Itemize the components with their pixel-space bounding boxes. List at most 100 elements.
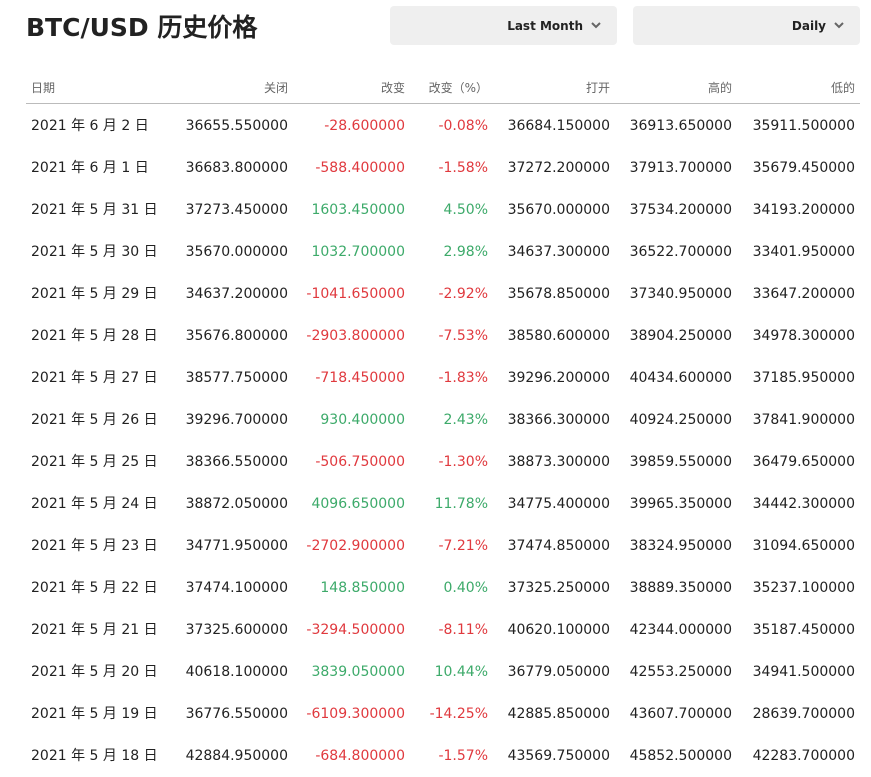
value-cell: 34193.200000 — [752, 202, 855, 218]
value-cell: 37841.900000 — [752, 412, 855, 428]
value-cell: 42344.000000 — [629, 622, 732, 638]
value-cell: 42553.250000 — [629, 664, 732, 680]
value-cell: 35237.100000 — [752, 580, 855, 596]
date-cell: 2021 年 5 月 22 日 — [31, 580, 158, 596]
value-cell: -8.11% — [438, 622, 488, 638]
value-cell: 38324.950000 — [629, 538, 732, 554]
value-cell: 39859.550000 — [629, 454, 732, 470]
date-cell: 2021 年 5 月 30 日 — [31, 244, 158, 260]
date-cell: 2021 年 5 月 27 日 — [31, 370, 158, 386]
value-cell: -718.450000 — [315, 370, 405, 386]
value-cell: 37913.700000 — [629, 160, 732, 176]
value-cell: 45852.500000 — [629, 748, 732, 764]
value-cell: 43607.700000 — [629, 706, 732, 722]
column-header: 打开 — [585, 81, 610, 95]
value-cell: 37340.950000 — [629, 286, 732, 302]
date-cell: 2021 年 5 月 26 日 — [31, 412, 158, 428]
value-cell: 28639.700000 — [752, 706, 855, 722]
value-cell: 34442.300000 — [752, 496, 855, 512]
column-header: 高的 — [707, 81, 732, 95]
column-header: 关闭 — [263, 81, 288, 95]
value-cell: -6109.300000 — [306, 706, 405, 722]
value-cell: -28.600000 — [324, 118, 405, 134]
value-cell: 36522.700000 — [629, 244, 732, 260]
page-title: BTC/USD 历史价格 — [26, 13, 258, 42]
value-cell: 36684.150000 — [507, 118, 610, 134]
value-cell: 2.43% — [443, 412, 488, 428]
chevron — [591, 22, 601, 29]
value-cell: 42283.700000 — [752, 748, 855, 764]
value-cell: 38580.600000 — [507, 328, 610, 344]
value-cell: 34771.950000 — [185, 538, 288, 554]
value-cell: -14.25% — [429, 706, 488, 722]
value-cell: 37474.100000 — [185, 580, 288, 596]
date-cell: 2021 年 5 月 29 日 — [31, 286, 158, 302]
value-cell: 36913.650000 — [629, 118, 732, 134]
value-cell: 35911.500000 — [752, 118, 855, 134]
value-cell: 38366.550000 — [185, 454, 288, 470]
value-cell: -7.21% — [438, 538, 488, 554]
value-cell: 35670.000000 — [185, 244, 288, 260]
value-cell: 40924.250000 — [629, 412, 732, 428]
value-cell: 34637.300000 — [507, 244, 610, 260]
value-cell: 1603.450000 — [311, 202, 405, 218]
value-cell: 40618.100000 — [185, 664, 288, 680]
column-header: 低的 — [830, 81, 855, 95]
column-header: 改变 — [380, 81, 405, 95]
date-cell: 2021 年 5 月 18 日 — [31, 748, 158, 764]
value-cell: 35670.000000 — [507, 202, 610, 218]
dropdown-label: Daily — [791, 19, 826, 33]
value-cell: 148.850000 — [320, 580, 405, 596]
value-cell: 39296.200000 — [507, 370, 610, 386]
chevron — [834, 22, 844, 29]
value-cell: 36776.550000 — [185, 706, 288, 722]
value-cell: 31094.650000 — [752, 538, 855, 554]
value-cell: -7.53% — [438, 328, 488, 344]
value-cell: 35187.450000 — [752, 622, 855, 638]
value-cell: 2.98% — [443, 244, 488, 260]
value-cell: 37474.850000 — [507, 538, 610, 554]
value-cell: 34941.500000 — [752, 664, 855, 680]
range-dropdown[interactable]: Last Month — [390, 6, 617, 45]
value-cell: 35676.800000 — [185, 328, 288, 344]
value-cell: 3839.050000 — [311, 664, 405, 680]
value-cell: 38904.250000 — [629, 328, 732, 344]
value-cell: 36655.550000 — [185, 118, 288, 134]
value-cell: 34978.300000 — [752, 328, 855, 344]
date-cell: 2021 年 5 月 20 日 — [31, 664, 158, 680]
date-cell: 2021 年 5 月 31 日 — [31, 202, 158, 218]
column-header: 改变（%） — [428, 81, 488, 95]
date-cell: 2021 年 5 月 19 日 — [31, 706, 158, 722]
value-cell: -2702.900000 — [306, 538, 405, 554]
value-cell: 37185.950000 — [752, 370, 855, 386]
value-cell: 38873.300000 — [507, 454, 610, 470]
value-cell: 37273.450000 — [185, 202, 288, 218]
date-cell: 2021 年 5 月 23 日 — [31, 538, 158, 554]
header-rule — [26, 103, 860, 104]
value-cell: 37272.200000 — [507, 160, 610, 176]
value-cell: 38366.300000 — [507, 412, 610, 428]
value-cell: 42884.950000 — [185, 748, 288, 764]
value-cell: 38889.350000 — [629, 580, 732, 596]
date-cell: 2021 年 5 月 28 日 — [31, 328, 158, 344]
value-cell: 4096.650000 — [311, 496, 405, 512]
value-cell: -3294.500000 — [306, 622, 405, 638]
value-cell: 37325.250000 — [507, 580, 610, 596]
value-cell: 42885.850000 — [507, 706, 610, 722]
value-cell: 36683.800000 — [185, 160, 288, 176]
value-cell: 43569.750000 — [507, 748, 610, 764]
value-cell: -2.92% — [438, 286, 488, 302]
value-cell: 1032.700000 — [311, 244, 405, 260]
value-cell: 36779.050000 — [507, 664, 610, 680]
column-header: 日期 — [31, 81, 56, 95]
value-cell: 37534.200000 — [629, 202, 732, 218]
value-cell: 37325.600000 — [185, 622, 288, 638]
value-cell: 38872.050000 — [185, 496, 288, 512]
value-cell: 33401.950000 — [752, 244, 855, 260]
value-cell: -684.800000 — [315, 748, 405, 764]
interval-dropdown[interactable]: Daily — [633, 6, 860, 45]
value-cell: -1.58% — [438, 160, 488, 176]
value-cell: 34775.400000 — [507, 496, 610, 512]
value-cell: 0.40% — [443, 580, 488, 596]
